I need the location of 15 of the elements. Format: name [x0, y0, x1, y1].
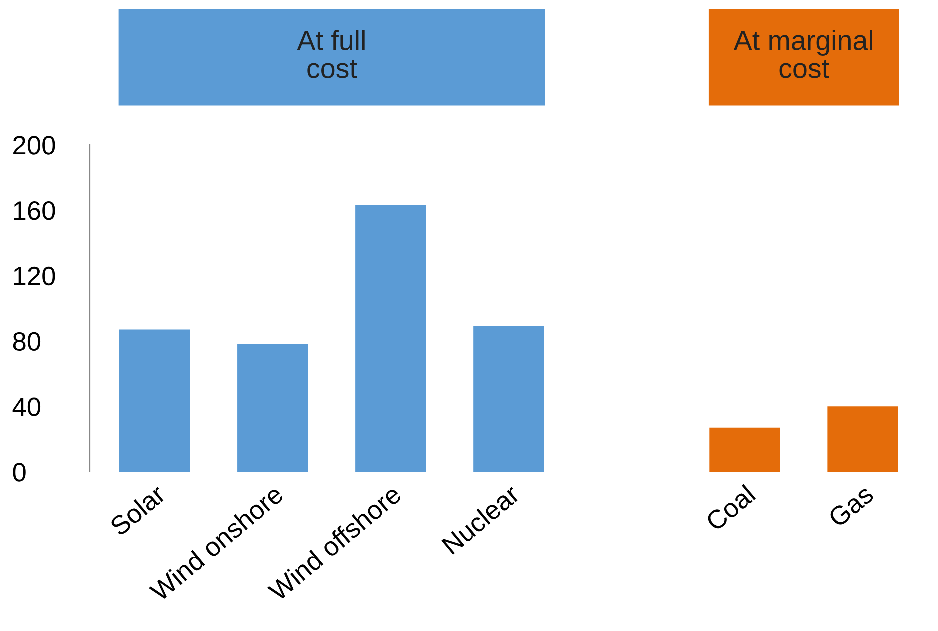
y-tick-label: 160 [14, 202, 56, 220]
y-tick-label: 80 [13, 332, 41, 352]
y-tick-label: 40 [12, 398, 41, 416]
x-tick-label: Gas [827, 484, 875, 528]
bar [120, 330, 190, 472]
text: At marginal cost [734, 30, 872, 78]
bar [238, 344, 308, 472]
text: At full cost [297, 30, 365, 78]
y-tick-label: 0 [13, 463, 26, 482]
bar [710, 428, 780, 472]
y-tick-label: 200 [14, 136, 56, 155]
bar [474, 326, 544, 472]
bar [356, 205, 426, 472]
y-tick-label: 120 [14, 266, 56, 286]
bar [828, 406, 898, 472]
